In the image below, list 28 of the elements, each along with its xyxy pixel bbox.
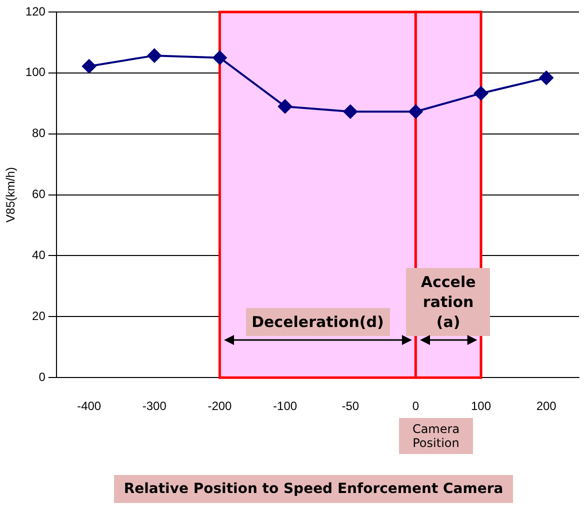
y-tick-label: 40: [32, 248, 46, 262]
x-tick-label: 100: [471, 399, 492, 414]
point: [408, 104, 423, 119]
text: Camera Position: [399, 418, 473, 454]
x-tick-label: 200: [536, 399, 557, 414]
point: [82, 59, 96, 74]
x-axis-title: Relative Position to Speed Enforcement Camera: [114, 475, 514, 503]
x-tick-label: -50: [342, 399, 360, 414]
band-label: Deceleration(d): [246, 308, 390, 336]
band-label: Accele ration (a): [406, 268, 490, 336]
y-tick-label: 60: [32, 187, 46, 202]
y-axis-title: V85(km/h): [4, 167, 18, 222]
point: [343, 104, 358, 119]
point: [278, 99, 292, 114]
point: [539, 70, 554, 85]
point: [474, 86, 488, 100]
x-tick-label: -300: [142, 399, 167, 414]
point: [147, 48, 162, 63]
y-tick-label: 100: [25, 65, 46, 80]
y-tick-label: 0: [38, 370, 46, 384]
y-tick-label: 80: [32, 126, 46, 140]
x-tick-label: -100: [273, 399, 298, 414]
y-tick-label: 20: [32, 308, 46, 323]
x-tick-label: -400: [77, 399, 102, 414]
point: [212, 50, 227, 65]
x-tick-label: -200: [208, 399, 232, 414]
y-tick-label: 120: [25, 4, 46, 18]
x-tick-label: 0: [412, 399, 420, 414]
